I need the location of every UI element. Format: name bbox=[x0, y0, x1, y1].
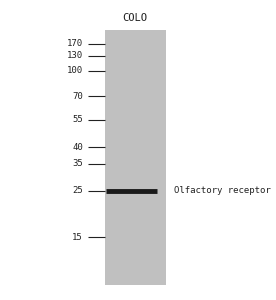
Text: 170: 170 bbox=[67, 39, 83, 48]
Text: COLO: COLO bbox=[123, 13, 148, 23]
Text: 100: 100 bbox=[67, 66, 83, 75]
Text: Olfactory receptor 10X1: Olfactory receptor 10X1 bbox=[174, 186, 276, 195]
Text: 35: 35 bbox=[72, 159, 83, 168]
Text: 130: 130 bbox=[67, 51, 83, 60]
Text: 70: 70 bbox=[72, 92, 83, 100]
Text: 40: 40 bbox=[72, 142, 83, 152]
Bar bbox=[105, 30, 166, 285]
Text: 15: 15 bbox=[72, 232, 83, 242]
Text: 55: 55 bbox=[72, 116, 83, 124]
Text: 25: 25 bbox=[72, 186, 83, 195]
